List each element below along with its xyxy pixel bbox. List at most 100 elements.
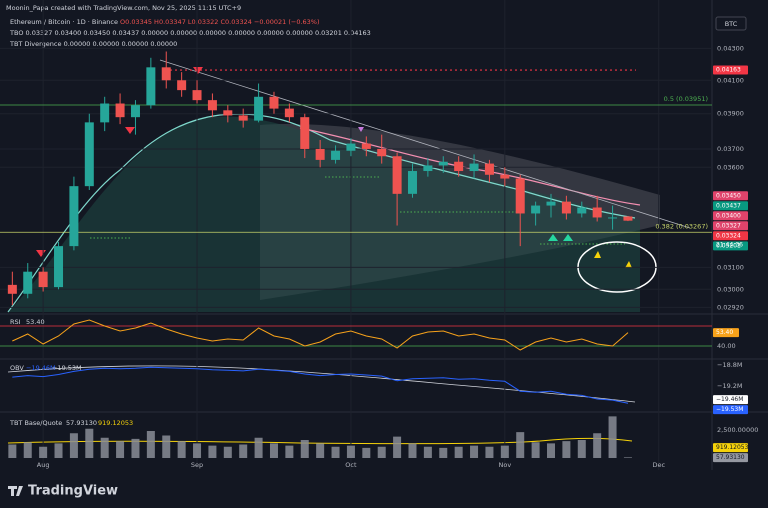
volume-bar xyxy=(439,447,448,458)
ohlc: O0.03345 H0.03347 L0.03322 C0.03324 −0.0… xyxy=(120,18,320,26)
volume-bar xyxy=(208,445,217,458)
y-tick-label: 0.04300 xyxy=(717,44,744,52)
volume-bar xyxy=(485,446,494,458)
indicator-legend: RSI xyxy=(10,318,21,326)
y-tick-label: 0.03600 xyxy=(717,163,744,171)
volume-bar xyxy=(547,443,555,458)
price-tag xyxy=(713,405,748,415)
candle-body xyxy=(300,117,310,149)
volume-bar xyxy=(146,431,155,458)
candle-body xyxy=(207,100,217,111)
divergence-signal xyxy=(358,127,364,132)
candle-body xyxy=(623,216,633,221)
y-tick-label: −19.2M xyxy=(717,382,743,390)
volume-bar xyxy=(300,440,309,458)
x-tick-label: Sep xyxy=(191,461,203,469)
sell-signal xyxy=(125,127,135,134)
candle-body xyxy=(546,201,556,206)
price-tag xyxy=(713,241,748,251)
volume-bar xyxy=(69,433,78,458)
value-tag xyxy=(713,328,739,338)
price-tag-label: −19.53M xyxy=(716,406,743,413)
indicator-legend-value: 53.40 xyxy=(26,318,45,326)
y-tick-label: 2,500.00000 xyxy=(717,426,758,434)
candle-body xyxy=(392,156,402,194)
annotation-icon xyxy=(625,261,632,268)
price-tag xyxy=(713,191,748,201)
volume-bar xyxy=(500,445,509,458)
candle-body xyxy=(69,186,79,247)
price-tag xyxy=(713,231,748,241)
volume-bar xyxy=(116,441,125,458)
price-tag xyxy=(713,443,748,453)
indicator-line xyxy=(12,319,629,351)
candle-body xyxy=(500,174,510,179)
candle-body xyxy=(346,143,356,151)
volume-bar xyxy=(593,433,602,458)
volume-bar xyxy=(23,442,32,458)
volume-bar xyxy=(623,457,632,458)
volume-bar xyxy=(423,446,432,458)
volume-bar xyxy=(131,438,140,458)
volume-bar xyxy=(377,446,386,458)
candle-body xyxy=(130,105,140,118)
price-tag-label: 0.03400 xyxy=(716,212,741,219)
volume-bar xyxy=(193,443,202,458)
logo-mark xyxy=(8,486,23,496)
x-tick-label: Aug xyxy=(37,461,50,469)
volume-bar xyxy=(239,444,248,458)
pink-average xyxy=(299,127,641,206)
candle-body xyxy=(23,271,33,294)
candle-body xyxy=(608,217,618,219)
volume-bar xyxy=(577,440,586,458)
volume-bar xyxy=(223,446,232,458)
y-tick-label: −18.8M xyxy=(717,361,743,369)
volume-bar xyxy=(346,445,355,458)
x-tick-label: Oct xyxy=(345,461,357,469)
candle-body xyxy=(115,103,125,118)
candle-body xyxy=(531,205,541,214)
indicator-legend-value: 57.93130 xyxy=(66,419,97,427)
fib-level-label: 0.382 (0.03267) xyxy=(655,222,708,230)
price-tag xyxy=(713,221,748,231)
volume-bar xyxy=(331,446,340,458)
value-tag-label: 53.40 xyxy=(716,329,733,336)
candle-body xyxy=(192,90,202,101)
volume-bar xyxy=(85,428,94,458)
volume-bar xyxy=(531,442,540,458)
price-tag-label: −19.46M xyxy=(716,396,743,403)
volume-bar xyxy=(454,446,463,458)
candle-body xyxy=(315,148,325,160)
countdown: 21:44:36 xyxy=(716,241,743,248)
price-tag-label: 0.03327 xyxy=(716,222,741,229)
y-tick-label: 0.03000 xyxy=(717,285,744,293)
candle-body xyxy=(515,178,525,214)
sell-signal xyxy=(193,67,203,74)
candle-body xyxy=(100,103,110,123)
indicator-line xyxy=(12,366,629,404)
candle-body xyxy=(84,122,94,187)
trend-area xyxy=(8,116,640,312)
y-tick-label: 40.00 xyxy=(717,342,736,350)
candle-body xyxy=(377,148,387,157)
currency-button[interactable] xyxy=(715,16,747,31)
symbol: Ethereum / Bitcoin · 1D · Binance xyxy=(10,18,118,26)
volume-bar xyxy=(177,441,186,458)
volume-bar xyxy=(162,435,171,458)
currency-button-label[interactable]: BTC xyxy=(725,20,738,28)
logo: TradingView xyxy=(28,484,118,499)
candle-body xyxy=(423,165,433,172)
candle-body xyxy=(484,163,494,175)
price-tag-label: 57.93130 xyxy=(716,454,745,461)
price-tag xyxy=(713,65,748,75)
price-tag xyxy=(713,201,748,211)
fib-level-label: 0.5 (0.03951) xyxy=(664,95,708,103)
volume-bar xyxy=(362,447,371,458)
x-tick-label: Dec xyxy=(652,461,665,469)
tbt-divergence-legend: TBT Divergence 0.00000 0.00000 0.00000 0… xyxy=(9,40,177,48)
indicator-legend: OBV xyxy=(10,364,24,372)
price-tag-label: 919.12053 xyxy=(716,444,749,451)
volume-bar xyxy=(269,443,278,458)
